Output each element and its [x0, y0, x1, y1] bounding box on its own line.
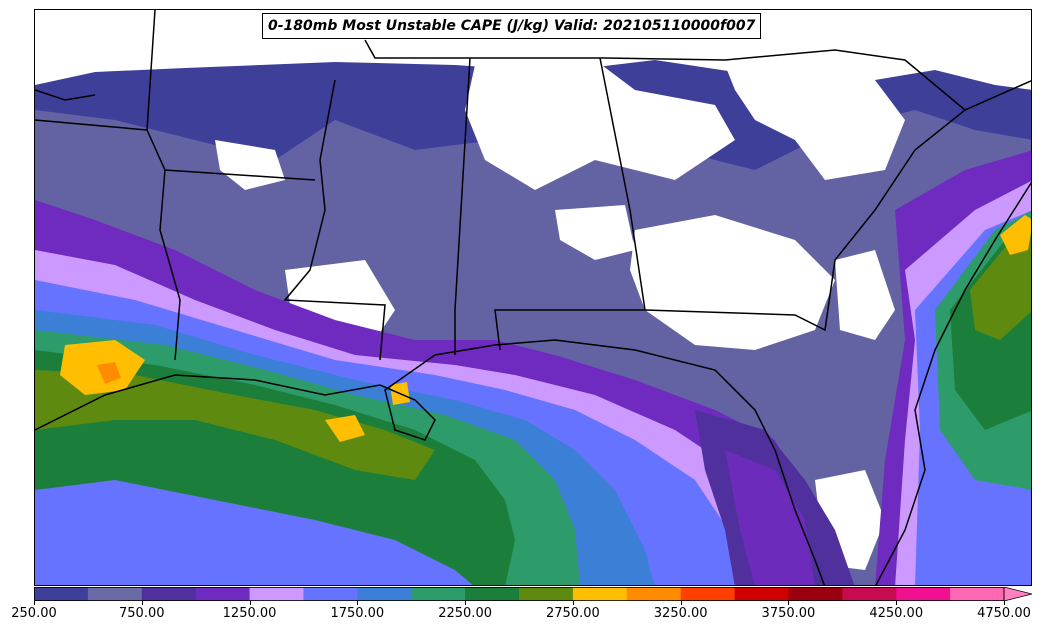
colorbar-tick-mark [465, 601, 467, 605]
colorbar-tick-mark [572, 601, 574, 605]
cape-region-2500 [35, 370, 435, 480]
colorbar-segment [734, 587, 789, 601]
no-cape-area [630, 215, 835, 350]
colorbar-tick-label: 4750.00 [977, 606, 1031, 621]
colorbar-segment [303, 587, 358, 601]
no-cape-area [835, 250, 895, 340]
colorbar-tick-label: 1750.00 [330, 606, 385, 621]
colorbar-segment [141, 587, 197, 601]
colorbar-tick-label: 750.00 [119, 606, 165, 621]
colorbar-tick-label: 4250.00 [869, 606, 924, 621]
state-border [454, 57, 471, 355]
state-border [364, 39, 1031, 111]
colorbar-tick-mark [788, 601, 790, 605]
colorbar-segment [249, 587, 304, 601]
colorbar-segment [357, 587, 412, 601]
colorbar-segment [788, 587, 843, 601]
cape-contours [35, 52, 1031, 585]
colorbar-segment [842, 587, 897, 601]
colorbar-segment [87, 587, 143, 601]
colorbar-tick-label: 3250.00 [653, 606, 708, 621]
coastline [35, 89, 96, 101]
colorbar-tick-mark [680, 601, 682, 605]
colorbar-tick-label: 2750.00 [545, 606, 600, 621]
colorbar-tick-mark [141, 601, 143, 605]
colorbar [34, 587, 1032, 601]
colorbar-tick-mark [34, 601, 35, 605]
colorbar-tick-label: 1250.00 [222, 606, 277, 621]
colorbar-tick-label: 250.00 [11, 606, 57, 621]
colorbar-tick-mark [896, 601, 898, 605]
colorbar-tick-label: 3750.00 [761, 606, 816, 621]
colorbar-segment [680, 587, 736, 601]
colorbar-segment [411, 587, 466, 601]
state-border [644, 109, 966, 332]
colorbar-segment [896, 587, 951, 601]
no-cape-area [555, 205, 635, 260]
colorbar-segment [465, 587, 520, 601]
map-panel [34, 9, 1032, 586]
cape-region-1500-south [35, 480, 473, 585]
cape-region-3000-east [1000, 215, 1031, 255]
colorbar-segment [626, 587, 682, 601]
boundaries [35, 10, 1031, 585]
coastline [35, 339, 826, 585]
colorbar-tick-mark [357, 601, 359, 605]
colorbar-segment [195, 587, 251, 601]
colorbar-segment [572, 587, 628, 601]
cape-region-1250-florida [725, 450, 815, 585]
colorbar-segment [34, 587, 89, 601]
cape-region-2500-east [970, 226, 1031, 340]
colorbar-segment [950, 587, 1005, 601]
state-border [283, 79, 386, 361]
colorbar-outline [34, 587, 1005, 601]
no-cape-area [465, 60, 735, 190]
colorbar-extend-arrow [1003, 587, 1032, 601]
coastline [875, 181, 1031, 585]
state-border [159, 169, 181, 361]
cape-region-3250 [97, 362, 121, 384]
map-title: 0-180mb Most Unstable CAPE (J/kg) Valid:… [262, 13, 762, 39]
cape-region-3000 [325, 415, 365, 442]
colorbar-segment [519, 587, 574, 601]
colorbar-tick-label: 2250.00 [438, 606, 492, 621]
colorbar-tick-mark [249, 601, 251, 605]
no-cape-area [725, 52, 905, 180]
cape-map [35, 10, 1031, 585]
colorbar-tick-mark [1004, 601, 1005, 605]
